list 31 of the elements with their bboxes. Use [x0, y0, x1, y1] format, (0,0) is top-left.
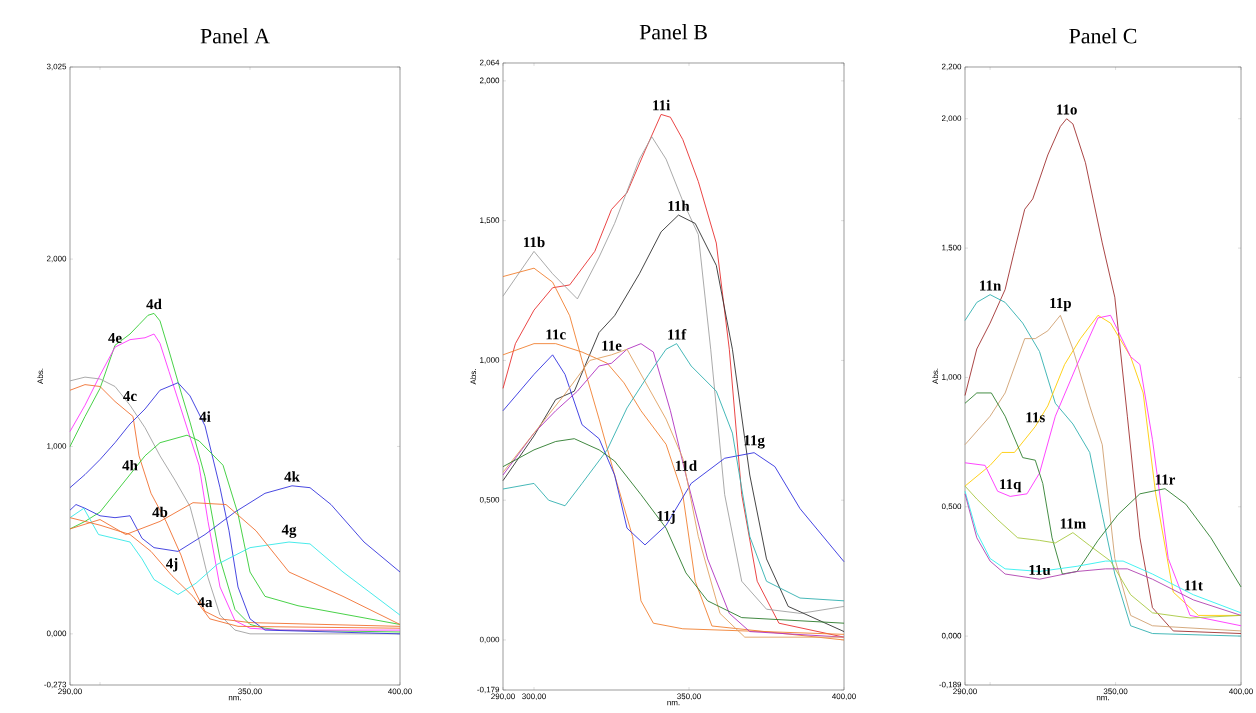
annotation: 11m [1060, 518, 1086, 529]
annotation: 11h [668, 200, 690, 211]
annotation: 4k [284, 471, 300, 482]
annotation: 11b [523, 236, 545, 248]
annotation: 11c [546, 329, 566, 340]
annotation: 4h [122, 460, 138, 471]
annotation: 11i [653, 99, 671, 111]
annotation: 11d [675, 460, 697, 471]
chart-title: Panel C [1069, 28, 1137, 44]
annotation: 11r [1155, 474, 1176, 485]
annotation: 11j [657, 510, 675, 524]
annotation: 4j [165, 558, 178, 572]
annotation: 4a [197, 597, 213, 608]
chart-title: Panel A [200, 28, 270, 44]
annotation: 11f [668, 328, 687, 340]
annotation: 11p [1050, 298, 1071, 312]
annotation: 4d [146, 298, 162, 310]
annotation: 11e [602, 340, 622, 351]
annotation: 4e [108, 332, 122, 343]
annotation: 11s [1026, 412, 1045, 423]
annotation: 11u [1029, 564, 1051, 575]
annotation: 11g [744, 435, 765, 449]
chart-title: Panel B [639, 24, 707, 40]
annotation: 11o [1057, 104, 1077, 115]
annotation: 4c [123, 391, 137, 402]
annotation: 4b [152, 506, 168, 518]
annotation: 11q [1000, 479, 1022, 493]
annotation: 4i [199, 411, 211, 422]
annotation: 4g [281, 524, 297, 538]
annotation: 11n [980, 280, 1002, 291]
annotation: 11t [1185, 580, 1203, 591]
